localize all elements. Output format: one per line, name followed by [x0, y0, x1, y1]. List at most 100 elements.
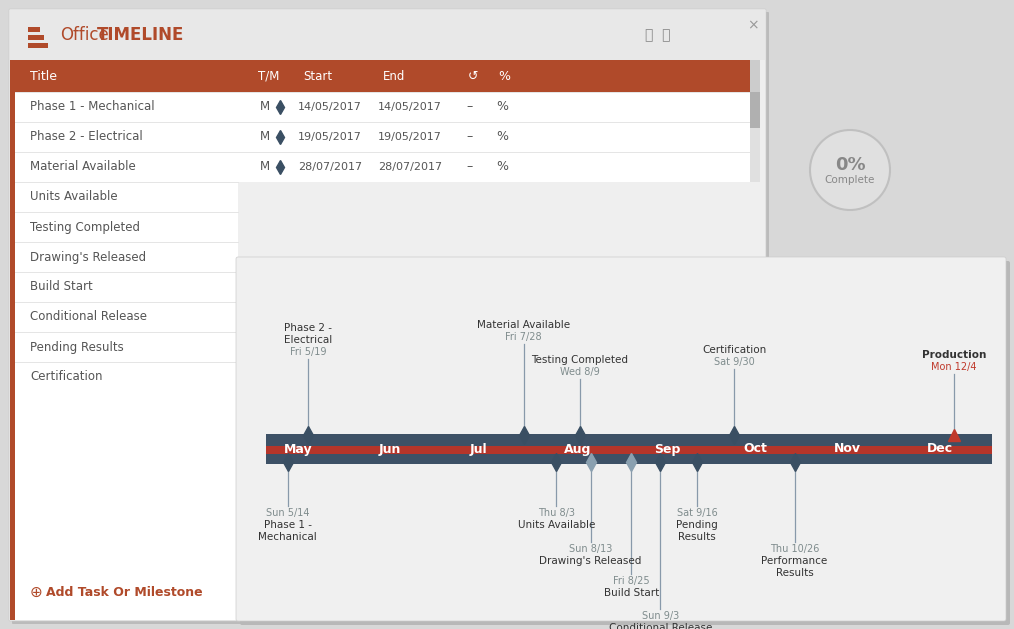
Text: –: – [466, 130, 473, 143]
Text: T/M: T/M [258, 69, 280, 82]
Text: Drawing's Released: Drawing's Released [539, 556, 642, 566]
Bar [10, 60, 15, 620]
Text: 19/05/2017: 19/05/2017 [378, 132, 442, 142]
Text: 28/07/2017: 28/07/2017 [298, 162, 362, 172]
Bar [15, 272, 238, 302]
Bar [750, 92, 760, 128]
Text: May: May [284, 442, 312, 455]
Text: Performance
Results: Performance Results [762, 556, 827, 577]
Text: Testing Completed: Testing Completed [531, 355, 628, 365]
Text: Certification: Certification [30, 370, 102, 384]
Text: Drawing's Released: Drawing's Released [30, 250, 146, 264]
Text: Build Start: Build Start [603, 588, 659, 598]
Bar [238, 182, 750, 212]
Text: Pending Results: Pending Results [30, 340, 124, 353]
Bar [238, 332, 750, 362]
Text: Sat 9/16: Sat 9/16 [677, 508, 718, 518]
Circle shape [810, 130, 890, 210]
Text: Sun 5/14: Sun 5/14 [266, 508, 309, 518]
Bar [238, 92, 750, 122]
Bar [266, 446, 992, 454]
Text: %: % [498, 69, 510, 82]
Text: Certification: Certification [702, 345, 767, 355]
Text: Sun 8/13: Sun 8/13 [569, 544, 612, 554]
Text: ↺: ↺ [468, 69, 479, 82]
Text: Material Available: Material Available [30, 160, 136, 174]
Bar [15, 302, 238, 332]
Text: Fri 5/19: Fri 5/19 [290, 347, 327, 357]
Text: Conditional Release: Conditional Release [30, 311, 147, 323]
Bar [15, 152, 238, 182]
Text: Mon 12/4: Mon 12/4 [932, 362, 977, 372]
Bar [10, 10, 765, 60]
Text: 🗒  🕐: 🗒 🕐 [645, 28, 670, 42]
Text: Build Start: Build Start [30, 281, 92, 294]
Bar [28, 35, 44, 40]
Text: Fri 7/28: Fri 7/28 [505, 332, 542, 342]
Text: Phase 1 - Mechanical: Phase 1 - Mechanical [30, 101, 154, 113]
Bar [28, 43, 48, 48]
FancyBboxPatch shape [236, 257, 1006, 621]
Text: Complete: Complete [824, 175, 875, 185]
Text: M: M [260, 101, 270, 113]
Bar [238, 122, 750, 152]
Text: Wed 8/9: Wed 8/9 [560, 367, 599, 377]
Text: Fri 8/25: Fri 8/25 [612, 576, 650, 586]
Bar [10, 60, 238, 620]
Text: Thu 10/26: Thu 10/26 [770, 544, 819, 554]
Text: M: M [260, 160, 270, 174]
Bar [15, 212, 238, 242]
Text: 28/07/2017: 28/07/2017 [378, 162, 442, 172]
Bar [15, 362, 238, 392]
Text: Phase 2 -
Electrical: Phase 2 - Electrical [284, 323, 333, 345]
Bar [28, 27, 40, 32]
Text: Thu 8/3: Thu 8/3 [537, 508, 575, 518]
Text: TIMELINE: TIMELINE [97, 26, 185, 44]
Text: 0%: 0% [835, 156, 865, 174]
Text: Sep: Sep [654, 442, 680, 455]
Text: %: % [496, 160, 508, 174]
Text: Phase 1 -
Mechanical: Phase 1 - Mechanical [259, 520, 317, 542]
Text: %: % [496, 101, 508, 113]
Text: Phase 2 - Electrical: Phase 2 - Electrical [30, 130, 143, 143]
Text: 14/05/2017: 14/05/2017 [298, 102, 362, 112]
Text: Office: Office [60, 26, 108, 44]
Text: Conditional Release: Conditional Release [608, 623, 712, 629]
Text: Units Available: Units Available [30, 191, 118, 204]
Bar [238, 242, 750, 272]
Text: Testing Completed: Testing Completed [30, 221, 140, 233]
Bar [238, 212, 750, 242]
Text: M: M [260, 130, 270, 143]
Bar [266, 434, 992, 464]
Bar [15, 92, 238, 122]
Bar [15, 242, 238, 272]
Text: Pending
Results: Pending Results [676, 520, 718, 542]
Text: Nov: Nov [834, 442, 861, 455]
Text: –: – [466, 160, 473, 174]
Text: Sat 9/30: Sat 9/30 [714, 357, 754, 367]
Bar [15, 182, 238, 212]
FancyBboxPatch shape [240, 261, 1010, 625]
Text: Material Available: Material Available [478, 320, 570, 330]
Text: Jul: Jul [469, 442, 487, 455]
Bar [750, 92, 760, 182]
Text: Dec: Dec [927, 442, 953, 455]
Text: Jun: Jun [378, 442, 401, 455]
Bar [15, 332, 238, 362]
Bar [238, 302, 750, 332]
Bar [15, 122, 238, 152]
Text: –: – [466, 101, 473, 113]
Text: Start: Start [303, 69, 333, 82]
Bar [238, 152, 750, 182]
Text: Sun 9/3: Sun 9/3 [642, 611, 678, 621]
Text: 19/05/2017: 19/05/2017 [298, 132, 362, 142]
Text: Aug: Aug [564, 442, 591, 455]
Text: Add Task Or Milestone: Add Task Or Milestone [46, 586, 203, 599]
FancyBboxPatch shape [12, 12, 769, 624]
Text: ⊕: ⊕ [30, 584, 43, 599]
Text: Units Available: Units Available [518, 520, 595, 530]
Text: ×: × [747, 18, 758, 32]
Text: 14/05/2017: 14/05/2017 [378, 102, 442, 112]
Bar [238, 362, 750, 392]
Text: Title: Title [30, 69, 57, 82]
